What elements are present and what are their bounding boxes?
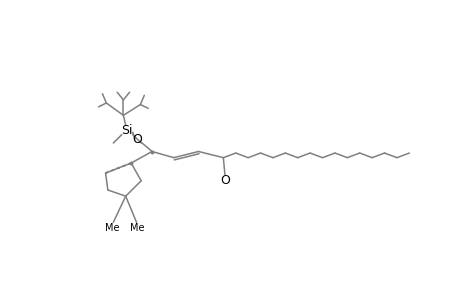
Text: O: O [219, 174, 230, 187]
Text: O: O [132, 133, 142, 146]
Text: Me: Me [105, 223, 119, 233]
Text: Si: Si [121, 124, 133, 137]
Text: Me: Me [130, 223, 144, 233]
